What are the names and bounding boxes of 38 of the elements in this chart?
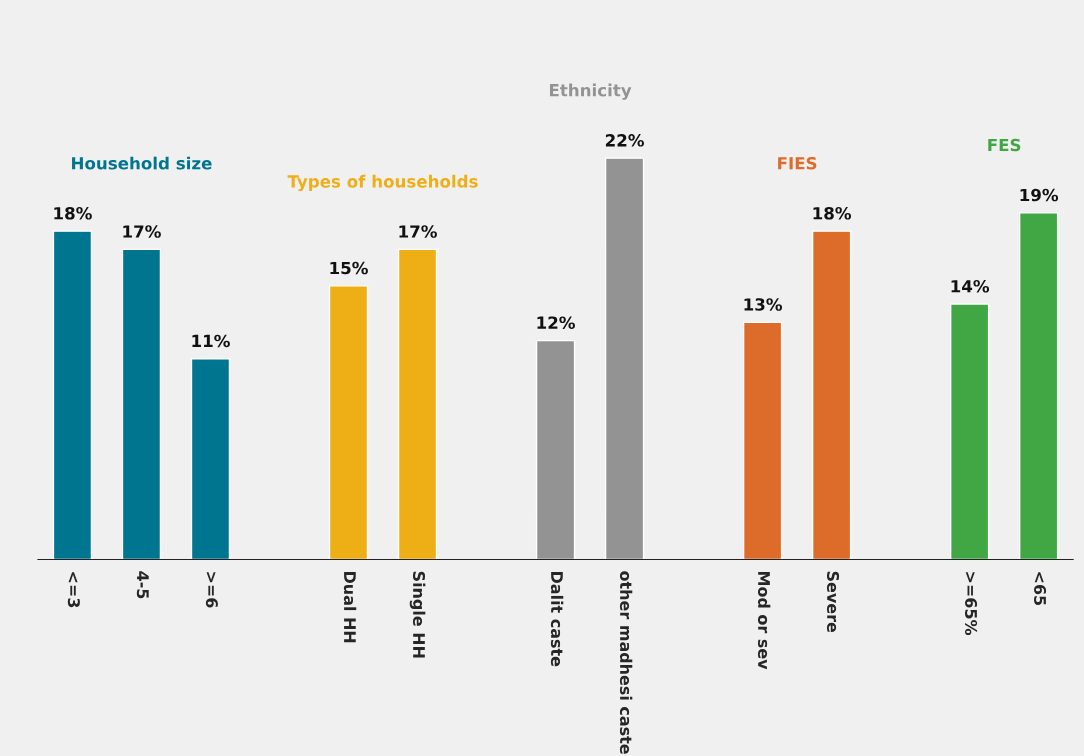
data-label: 17% [123,225,161,238]
bar [328,285,369,560]
bar [190,358,231,560]
data-label: 22% [605,134,644,147]
text: Household size [72,156,212,170]
x-tick-label: <65 [1034,572,1047,606]
bar [811,230,852,560]
bar [397,248,438,560]
x-tick-label: <=3 [67,572,80,608]
x-tick-label: other madhesi caste [619,571,633,754]
bar [604,157,645,560]
data-label: 18% [54,206,92,220]
x-tick-label: Dual HH [343,572,357,643]
text: Ethnicity [549,83,632,100]
data-label: 13% [744,298,783,311]
bar [949,303,990,560]
x-tick-label: >=6 [205,572,218,608]
text: Types of households [287,174,478,192]
x-tick-label: Mod or sev [757,572,771,670]
data-label: 19% [1020,188,1059,202]
data-label: 15% [330,261,368,275]
data-label: 12% [537,316,575,330]
bar [742,321,783,560]
text: FES [988,138,1021,152]
bar [121,248,162,560]
data-label: 17% [399,225,437,238]
x-tick-label: 4-5 [136,571,149,599]
x-tick-label: Dalit caste [550,572,564,667]
data-label: 18% [813,206,852,220]
x-tick-label: Severe [826,571,840,633]
bar [535,339,576,560]
bar [52,230,93,560]
bar [1018,212,1059,560]
data-label: 11% [192,334,230,348]
x-tick-label: Single HH [409,571,426,658]
x-tick-label: >=65% [965,572,978,636]
text: FIES [778,156,817,170]
data-label: 14% [951,279,990,293]
